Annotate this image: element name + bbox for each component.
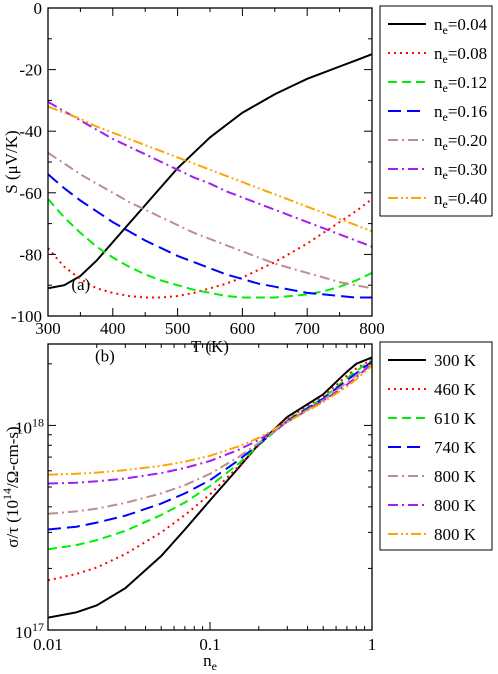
y-tick-label: -60 [19,184,42,203]
panel-label: (a) [71,275,90,294]
y-tick-label: 1017 [15,620,44,642]
legend-label: 800 K [434,467,477,486]
series-line [48,173,372,299]
legend-label: 740 K [434,438,477,457]
legend-label: ne=0.20 [434,131,487,153]
legend-label: ne=0.04 [434,15,488,37]
series-line [48,360,372,531]
y-tick-label: -100 [11,307,42,326]
legend-label: 800 K [434,496,477,515]
legend-label: ne=0.12 [434,73,487,95]
x-tick-label: 800 [359,319,385,338]
legend-label: 460 K [434,380,477,399]
x-tick-label: 300 [35,319,61,338]
y-tick-label: -40 [19,122,42,141]
y-tick-label: -20 [19,61,42,80]
series-line [48,53,372,290]
series-line [48,151,372,290]
x-tick-label: 0.01 [33,635,63,654]
plot-frame [47,7,373,317]
series-line [48,362,372,515]
legend-label: ne=0.40 [434,189,487,211]
legend-label: ne=0.16 [434,102,487,124]
x-tick-label: 1 [368,635,377,654]
series-line [48,356,372,619]
y-axis-label: σ/τ (1014/Ω-cm-s) [0,426,22,547]
series-line [48,105,372,233]
legend-label: 800 K [434,525,477,544]
series-line [48,364,372,476]
x-axis-label: ne [203,651,217,673]
y-tick-label: 0 [34,0,43,18]
x-tick-label: 600 [230,319,256,338]
x-tick-label: 500 [165,319,191,338]
x-tick-label: 0.1 [199,635,220,654]
series-line [48,358,372,582]
legend-label: 610 K [434,409,477,428]
y-axis-label: S (μV/K) [2,130,21,193]
legend-label: ne=0.08 [434,44,487,66]
x-tick-label: 700 [294,319,320,338]
y-tick-label: 1018 [15,415,44,437]
x-tick-label: 400 [100,319,126,338]
y-tick-label: -80 [19,245,42,264]
panel-label: (b) [95,347,115,366]
legend-label: ne=0.30 [434,160,487,182]
legend-label: 300 K [434,351,477,370]
series-line [48,101,372,248]
series-line [48,363,372,485]
series-line [48,198,372,299]
